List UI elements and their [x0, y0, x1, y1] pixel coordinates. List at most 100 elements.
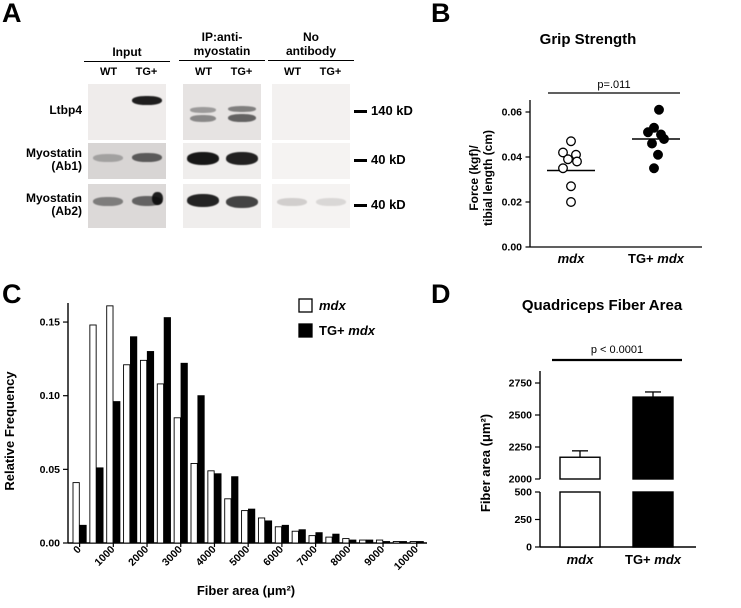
histogram-bar-mdx [89, 324, 97, 544]
histogram-bar-mdx [241, 510, 249, 544]
y-tick-label: 250 [514, 514, 532, 526]
y-tick-label: 2500 [509, 410, 533, 422]
legend-label: mdx [319, 298, 347, 313]
scatter-point [643, 127, 653, 138]
y-tick-label: 2000 [509, 474, 533, 486]
blot-band [225, 151, 258, 165]
scatter-point [572, 156, 582, 167]
y-axis-label: Force (kgf)/ [467, 145, 481, 211]
marker-label: 40 kD [371, 152, 406, 167]
blot-band [152, 192, 163, 206]
histogram-bar-tg-mdx [315, 532, 323, 544]
y-tick-label: 0.00 [40, 538, 61, 550]
histogram-bar-mdx [139, 359, 148, 544]
y-axis-label: Relative Frequency [2, 371, 17, 491]
histogram-bar-mdx [156, 383, 165, 544]
histogram-bar-mdx [207, 470, 215, 544]
histogram-bar-tg-mdx [399, 541, 407, 544]
histogram-bar-mdx [72, 482, 80, 544]
y-tick-label: 0.06 [502, 107, 523, 119]
blot-group-header: Input [84, 45, 170, 62]
chart-title: Quadriceps Fiber Area [522, 297, 683, 314]
marker-tick-icon [354, 110, 367, 114]
blot-lane-label: WT [194, 66, 213, 78]
blot-band [189, 115, 216, 123]
blot-box [183, 84, 261, 140]
histogram-bar-mdx [173, 417, 181, 544]
legend-swatch [298, 298, 313, 313]
histogram-bar-mdx [392, 541, 401, 544]
x-tick-label: 2000 [126, 544, 151, 569]
scatter-point [558, 147, 568, 158]
chart-title: Grip Strength [540, 31, 637, 48]
histogram-bar-tg-mdx [197, 395, 205, 544]
histogram-bar-mdx [375, 539, 384, 544]
marker-label: 40 kD [371, 197, 406, 212]
quadriceps-fiber-area-chart: Quadriceps Fiber Area 2000 2250 2500 2750 0 25… [478, 297, 696, 567]
blot-band [131, 195, 162, 206]
scatter-point [566, 197, 576, 207]
histogram-bar-mdx [325, 536, 333, 544]
western-blot-panel: Input IP:anti- myostatin No antibody WT TG+ W… [0, 0, 430, 280]
blot-box [272, 184, 350, 228]
x-tick-label: 10000 [392, 544, 421, 573]
x-tick-label: 8000 [328, 544, 353, 569]
y-tick-label: 0.02 [502, 197, 523, 209]
x-tick-label: 5000 [227, 544, 252, 569]
histogram-bar-tg-mdx [180, 362, 188, 544]
bar-lower-segment [559, 491, 601, 548]
blot-band [186, 194, 219, 208]
blot-box [88, 143, 166, 179]
histogram-bar-mdx [359, 539, 367, 544]
histogram-bar-tg-mdx [332, 533, 340, 544]
panel-c-letter: C [2, 279, 22, 309]
x-tick-label: 7000 [295, 544, 320, 569]
histogram-bar-tg-mdx [248, 508, 256, 544]
blot-group-header: IP:anti- myostatin [179, 30, 265, 61]
histogram-bar-tg-mdx [214, 473, 222, 544]
blot-box [88, 84, 166, 140]
blot-lane-label: WT [283, 66, 302, 78]
histogram-bar-mdx [274, 526, 283, 544]
x-tick-label: 9000 [362, 544, 387, 569]
panel-b-letter: B [431, 0, 451, 28]
x-tick-label: 1000 [92, 544, 117, 569]
histogram-bar-tg-mdx [366, 539, 374, 544]
histogram-bar-tg-mdx [382, 541, 391, 544]
x-tick-label: 4000 [194, 544, 219, 569]
y-tick-label: 0.10 [40, 390, 61, 402]
y-tick-label: 500 [514, 487, 532, 499]
histogram-bar-tg-mdx [264, 520, 273, 544]
histogram-bar-tg-mdx [96, 467, 104, 544]
marker-label: 140 kD [371, 103, 413, 118]
y-tick-label: 0.00 [502, 242, 523, 254]
x-tick-label: 0 [71, 544, 84, 557]
scatter-point [659, 134, 669, 144]
scatter-point [563, 154, 573, 165]
histogram-bar-tg-mdx [113, 401, 121, 544]
bar-upper-segment [559, 456, 601, 480]
histogram-bar-tg-mdx [231, 476, 239, 544]
blot-band [189, 106, 216, 113]
blot-band [227, 113, 256, 122]
blot-row-label: Myostatin (Ab2) [25, 191, 82, 218]
histogram-bar-tg-mdx [349, 539, 357, 544]
x-axis-label: Fiber area (μm²) [197, 583, 295, 598]
x-category-label: TG+ mdx [625, 552, 682, 567]
marker-tick-icon [354, 159, 367, 163]
y-axis-label: Fiber area (μm²) [478, 414, 493, 512]
fiber-area-histogram: 0.00 0.05 0.10 0.15 Relative Frequency 0 1000 2… [2, 298, 427, 598]
scatter-point [566, 136, 576, 147]
x-category-label: TG+ mdx [628, 251, 685, 266]
blot-band [276, 197, 307, 206]
blot-band [227, 105, 256, 112]
blot-lane-label: WT [99, 66, 118, 78]
bar-upper-segment [632, 396, 674, 480]
blot-box [183, 143, 261, 179]
histogram-bar-mdx [123, 364, 131, 544]
blot-box [183, 184, 261, 228]
molecular-weight-marker: 40 kD [354, 152, 406, 167]
blot-box [272, 143, 350, 179]
significance-label: p=.011 [597, 79, 630, 91]
